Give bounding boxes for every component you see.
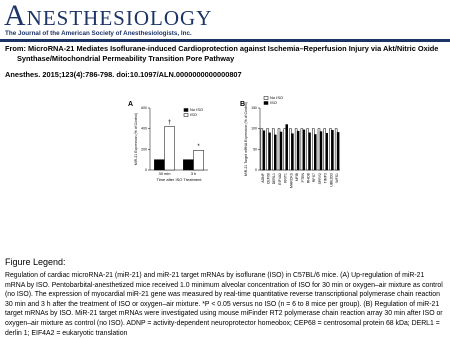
bar xyxy=(291,133,294,171)
y-axis-label: MiR-21 Target mRNA Expression (% of Cont… xyxy=(244,102,248,176)
panel-label: A xyxy=(128,101,133,108)
y-tick-label: 400 xyxy=(141,127,147,131)
x-tick-label: PTEN xyxy=(301,173,305,183)
x-tick-label: RHOB xyxy=(306,172,310,183)
x-tick-label: 3 h xyxy=(191,171,197,176)
bar xyxy=(272,128,275,171)
bar xyxy=(294,128,298,171)
legend-label: No ISO xyxy=(190,107,203,112)
bar xyxy=(277,128,281,171)
legend-label: No ISO xyxy=(270,95,283,100)
x-tick-label: EIF4A2 xyxy=(278,173,282,185)
legend-label: ISO xyxy=(270,100,277,105)
bar xyxy=(285,124,288,171)
annotation: † xyxy=(168,120,171,126)
bar xyxy=(262,130,266,171)
x-tick-label: RPS7 xyxy=(312,173,316,182)
y-tick-label: 0 xyxy=(255,168,257,172)
x-tick-label: CEP68 xyxy=(266,173,270,184)
journal-subtitle: The Journal of the American Society of A… xyxy=(5,30,192,37)
panel-label: B xyxy=(240,101,245,108)
x-tick-label: WFS1 xyxy=(335,173,339,183)
bar xyxy=(283,128,286,171)
y-tick-label: 50 xyxy=(253,147,257,151)
x-tick-label: DERL1 xyxy=(272,173,276,184)
bar xyxy=(164,126,175,171)
bar xyxy=(183,159,194,171)
x-tick-label: SPRY2 xyxy=(318,173,322,184)
legend-swatch xyxy=(263,96,269,100)
header-rule xyxy=(0,39,450,42)
bar xyxy=(300,128,304,171)
bar xyxy=(336,132,340,171)
x-tick-label: NFIB xyxy=(295,172,299,181)
x-axis-label: Time after ISO Treatment xyxy=(157,177,203,182)
legend-swatch xyxy=(183,113,189,117)
bar xyxy=(268,132,271,171)
y-tick-label: 0 xyxy=(145,168,147,172)
bar xyxy=(308,132,311,171)
bar xyxy=(334,128,338,171)
y-tick-label: 150 xyxy=(251,106,257,110)
x-tick-label: MARCKS xyxy=(289,172,293,188)
legend-swatch xyxy=(263,101,269,105)
bar xyxy=(331,130,334,171)
bar xyxy=(266,128,269,171)
bar xyxy=(319,131,323,171)
y-axis-label: MiR-21 Expression (% of Control) xyxy=(134,113,138,165)
annotation: * xyxy=(197,144,200,150)
bar xyxy=(279,131,283,171)
legend-text: Regulation of cardiac microRNA-21 (miR-2… xyxy=(5,272,443,337)
x-tick-label: TIMP3 xyxy=(324,173,328,183)
bar xyxy=(312,128,315,171)
x-tick-label: KRIT1 xyxy=(284,173,288,183)
legend-heading: Figure Legend: xyxy=(5,257,66,267)
article-title[interactable]: From: MicroRNA-21 Mediates Isoflurane-in… xyxy=(5,44,439,63)
legend-label: ISO xyxy=(190,112,197,117)
bar xyxy=(289,128,292,171)
x-tick-label: UBE2D3 xyxy=(329,173,333,187)
bar xyxy=(193,150,204,171)
bar xyxy=(314,134,317,171)
x-tick-label: 30 min xyxy=(158,171,170,176)
x-tick-label: ADNP xyxy=(261,172,265,182)
bar xyxy=(323,128,326,171)
legend-swatch xyxy=(183,108,189,112)
bar xyxy=(329,128,332,171)
y-tick-label: 100 xyxy=(251,127,257,131)
journal-logo: Anesthesiology xyxy=(4,0,213,32)
bar xyxy=(306,128,309,171)
bar xyxy=(317,128,321,171)
bar xyxy=(274,134,277,171)
bar xyxy=(302,129,306,171)
bar xyxy=(296,130,300,171)
bar xyxy=(154,159,165,171)
y-tick-label: 200 xyxy=(141,147,147,151)
y-tick-label: 600 xyxy=(141,106,147,110)
bar xyxy=(260,128,264,171)
bar xyxy=(325,132,328,171)
citation: Anesthes. 2015;123(4):786-798. doi:10.10… xyxy=(5,70,242,79)
